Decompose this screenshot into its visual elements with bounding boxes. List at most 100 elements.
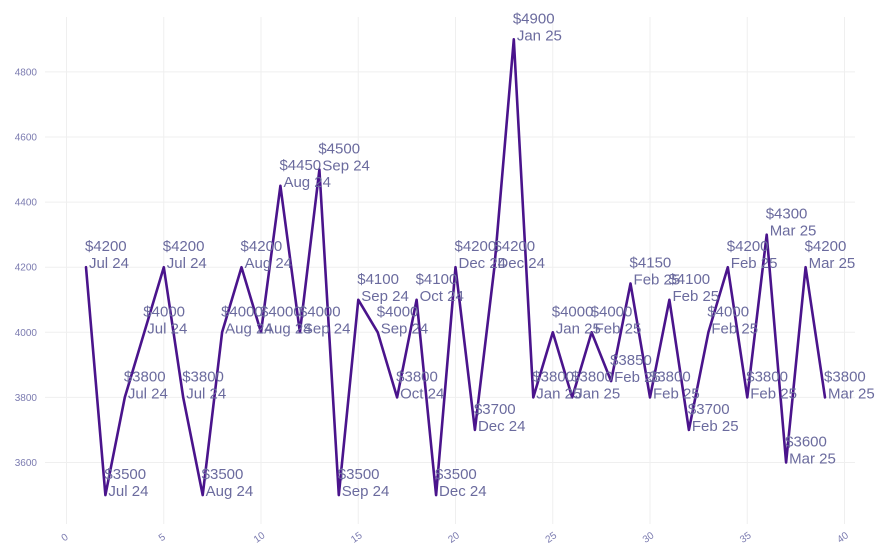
data-label-month: Mar 25 — [828, 385, 875, 402]
data-label-month: Feb 25 — [731, 255, 778, 272]
data-label-value: $3800 — [746, 368, 788, 385]
x-tick-label: 5 — [157, 532, 168, 544]
series — [84, 38, 827, 497]
data-label-month: Aug 24 — [206, 483, 254, 500]
data-label-value: $4000 — [707, 303, 749, 320]
data-label-value: $3500 — [104, 466, 146, 483]
data-label-month: Mar 25 — [789, 451, 836, 468]
data-label-month: Oct 24 — [420, 288, 464, 305]
x-tick-label: 0 — [60, 532, 71, 544]
data-label-value: $4100 — [416, 271, 458, 288]
data-label-month: Feb 25 — [653, 385, 700, 402]
x-axis-ticks: 0 5 10 15 20 25 30 35 40 — [60, 530, 852, 546]
data-label-month: Feb 25 — [750, 385, 797, 402]
data-label-month: Sep 24 — [322, 158, 370, 175]
gridlines — [45, 17, 855, 524]
data-label-value: $4200 — [85, 238, 127, 255]
x-tick-label: 35 — [738, 530, 754, 546]
data-label-value: $3800 — [124, 368, 166, 385]
data-label-value: $3600 — [785, 434, 827, 451]
data-label-month: Aug 24 — [225, 320, 273, 337]
data-label-value: $4200 — [163, 238, 205, 255]
data-label-value: $3500 — [202, 466, 244, 483]
data-label-value: $4150 — [630, 254, 672, 271]
data-label-month: Sep 24 — [303, 320, 351, 337]
data-label-value: $4450 — [279, 157, 321, 174]
data-label-month: Jan 25 — [517, 27, 562, 44]
data-label-value: $4000 — [552, 303, 594, 320]
data-label-value: $3800 — [182, 368, 224, 385]
data-label-value: $4200 — [493, 238, 535, 255]
data-label-month: Dec 24 — [497, 255, 545, 272]
data-label-value: $4000 — [591, 303, 633, 320]
data-label-month: Jan 25 — [556, 320, 601, 337]
y-tick-label: 3600 — [15, 458, 38, 469]
data-label-month: Jul 24 — [108, 483, 148, 500]
data-label-month: Sep 24 — [361, 288, 409, 305]
x-tick-label: 40 — [835, 530, 851, 546]
data-label-value: $4000 — [299, 303, 341, 320]
data-label-value: $3700 — [688, 401, 730, 418]
data-label-month: Jul 24 — [128, 385, 168, 402]
data-label-value: $4900 — [513, 10, 555, 27]
data-label-month: Dec 24 — [478, 418, 526, 435]
y-tick-label: 4200 — [15, 263, 38, 274]
data-label-month: Dec 24 — [459, 255, 507, 272]
x-tick-label: 30 — [641, 530, 657, 546]
x-tick-label: 15 — [349, 530, 365, 546]
data-label-month: Aug 24 — [264, 320, 312, 337]
data-label-month: Sep 24 — [342, 483, 390, 500]
data-label-month: Mar 25 — [770, 223, 817, 240]
data-label-value: $4100 — [357, 271, 399, 288]
y-tick-label: 4800 — [15, 67, 38, 78]
y-tick-label: 3800 — [15, 393, 38, 404]
data-label-month: Sep 24 — [381, 320, 429, 337]
data-label-value: $3500 — [435, 466, 477, 483]
data-label-month: Jan 25 — [536, 385, 581, 402]
data-label-value: $4200 — [241, 238, 283, 255]
data-label-value: $4000 — [143, 303, 185, 320]
data-label-month: Feb 25 — [595, 320, 642, 337]
y-tick-label: 4000 — [15, 328, 38, 339]
data-label-value: $4200 — [805, 238, 847, 255]
series-line — [84, 38, 827, 497]
data-label-month: Feb 25 — [692, 418, 739, 435]
y-tick-label: 4600 — [15, 133, 38, 144]
data-label-month: Mar 25 — [809, 255, 856, 272]
data-label-month: Jan 25 — [575, 385, 620, 402]
data-label-value: $4300 — [766, 206, 808, 223]
data-label-value: $4000 — [221, 303, 263, 320]
